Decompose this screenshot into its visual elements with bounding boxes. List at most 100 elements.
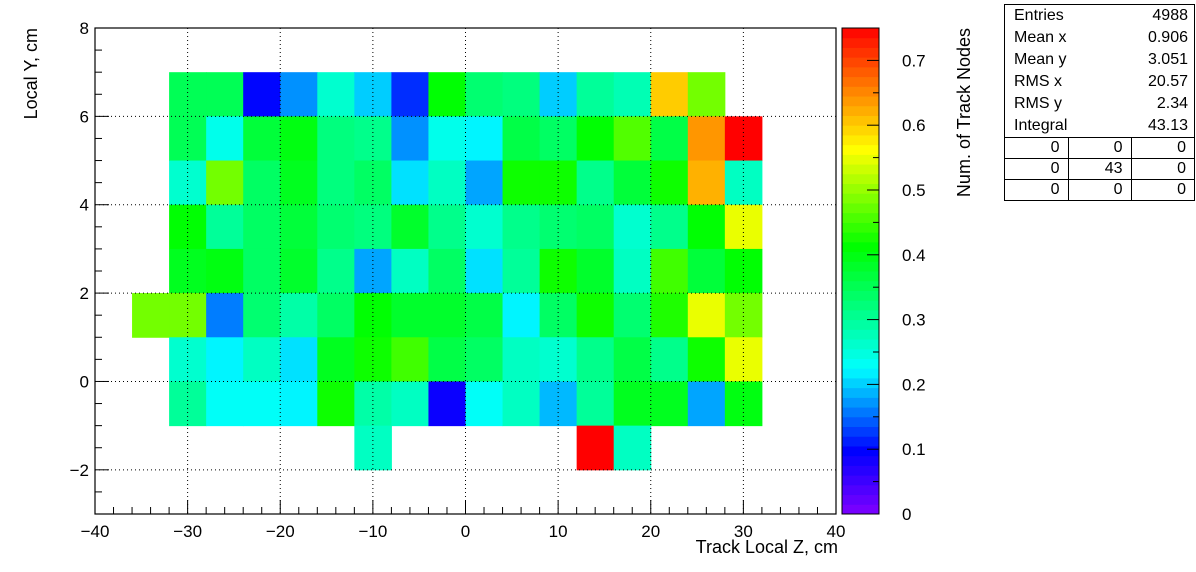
palette-band [842,183,879,194]
palette-band [842,261,879,272]
stats-label: RMS x [1014,73,1062,90]
stats-value: 43.13 [1147,117,1188,134]
heatmap-bin [317,116,355,162]
stats-label: RMS y [1014,95,1062,112]
palette-band [842,358,879,369]
stats-grid-cell: 0 [1130,137,1194,159]
heatmap-bin [613,72,652,117]
heatmap-bin [613,425,652,471]
heatmap-bin [391,293,429,338]
palette-band [842,134,879,146]
y-tick-label: 4 [80,196,89,215]
heatmap-bin [354,116,392,162]
stats-row: Mean x 0.906 [1005,27,1194,49]
palette-band [842,339,879,350]
palette-band [842,76,879,87]
heatmap-bin [465,381,504,427]
heatmap-bin [317,72,355,117]
palette-band [842,377,879,389]
heatmap-bin [391,381,429,427]
palette-band [842,465,879,476]
heatmap-bin [391,204,429,250]
palette-band [842,475,879,486]
x-tick-label: −20 [266,522,295,541]
stats-value: 4988 [1152,7,1188,24]
stats-value: 2.34 [1156,95,1188,112]
palette-band [842,86,879,97]
heatmap-bin [428,72,466,117]
palette-band [842,125,879,136]
heatmap-bin [391,116,429,162]
heatmap-bin [687,160,726,206]
x-tick-label: 30 [734,522,753,541]
heatmap-bin [687,381,726,427]
heatmap-bin [280,248,318,294]
heatmap-bin [465,116,504,162]
heatmap-bin [243,72,281,117]
palette-band [842,251,879,262]
palette-band [842,154,879,165]
palette-band [842,416,879,428]
palette-tick-label: 0.7 [902,51,926,70]
heatmap-bin [354,425,392,471]
palette-band [842,290,879,301]
heatmap-bin [391,160,429,206]
palette-band [842,397,879,408]
heatmap-bin [169,293,207,338]
heatmap-bin [206,381,244,427]
palette-band [842,494,879,505]
stats-row: Mean y 3.051 [1005,49,1194,71]
stats-label: Mean x [1014,29,1067,46]
heatmap-bin [243,293,281,338]
y-tick-label: 0 [80,372,89,391]
heatmap-bin [576,204,615,250]
heatmap-bin [280,204,318,250]
x-tick-label: 0 [461,522,470,541]
stats-grid-cell: 0 [1130,158,1194,180]
palette-band [842,66,879,78]
heatmap-bin [539,293,578,338]
y-tick-label: −2 [70,461,89,480]
palette-tick-label: 0.5 [902,181,926,200]
heatmap-bin [206,204,244,250]
stats-row: Integral 43.13 [1005,115,1194,137]
heatmap-bin [317,381,355,427]
heatmap-bin [428,293,466,338]
palette-band [842,202,879,214]
heatmap-bin [169,204,207,250]
heatmap-bin [354,337,392,382]
heatmap-bin [428,248,466,294]
heatmap-bin [206,248,244,294]
heatmap-bin [502,204,541,250]
palette-band [842,436,879,447]
heatmap-bin [724,116,763,162]
y-tick-label: 2 [80,284,89,303]
palette-band [842,319,879,330]
palette-band [842,280,879,291]
stats-box: Entries 4988 Mean x 0.906 Mean y 3.051 RMS x 20… [1004,4,1195,201]
stats-value: 20.57 [1147,73,1188,90]
palette-band [842,309,879,321]
stats-row: RMS y 2.34 [1005,93,1194,115]
heatmap-bin [576,381,615,427]
stats-grid-cell: 0 [1005,158,1068,180]
heatmap-bin [169,337,207,382]
heatmap-bin [613,337,652,382]
heatmap-bin [169,116,207,162]
palette-band [842,28,879,39]
heatmap-bin [280,337,318,382]
x-tick-label: 40 [827,522,846,541]
x-tick-label: −40 [81,522,110,541]
heatmap-bin [613,248,652,294]
heatmap-bin [650,72,689,117]
heatmap-bin [132,293,170,338]
x-tick-label: 20 [641,522,660,541]
palette-band [842,271,879,282]
x-axis-label: Track Local Z, cm [696,537,838,557]
heatmap-bin [243,381,281,427]
palette-band [842,57,879,68]
heatmap-bin [576,72,615,117]
